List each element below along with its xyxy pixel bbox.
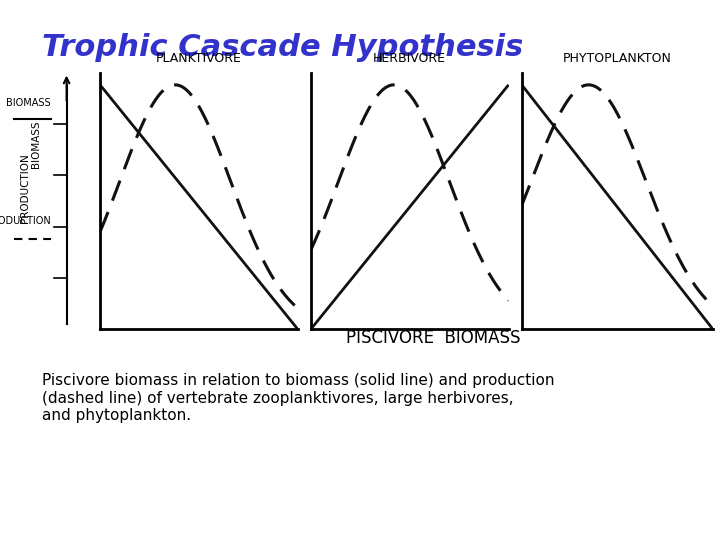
Text: Trophic Cascade Hypothesis: Trophic Cascade Hypothesis	[42, 33, 523, 62]
Text: BIOMASS: BIOMASS	[6, 98, 50, 109]
Text: HERBIVORE: HERBIVORE	[373, 52, 446, 65]
Text: PRODUCTION: PRODUCTION	[0, 217, 50, 226]
Text: PLANKTIVORE: PLANKTIVORE	[156, 52, 242, 65]
Text: Piscivore biomass in relation to biomass (solid line) and production
(dashed lin: Piscivore biomass in relation to biomass…	[42, 374, 555, 423]
Text: PISCIVORE  BIOMASS: PISCIVORE BIOMASS	[346, 329, 521, 347]
Text: PRODUCTION: PRODUCTION	[20, 153, 30, 223]
Text: PHYTOPLANKTON: PHYTOPLANKTON	[563, 52, 672, 65]
Text: BIOMASS: BIOMASS	[31, 120, 41, 168]
